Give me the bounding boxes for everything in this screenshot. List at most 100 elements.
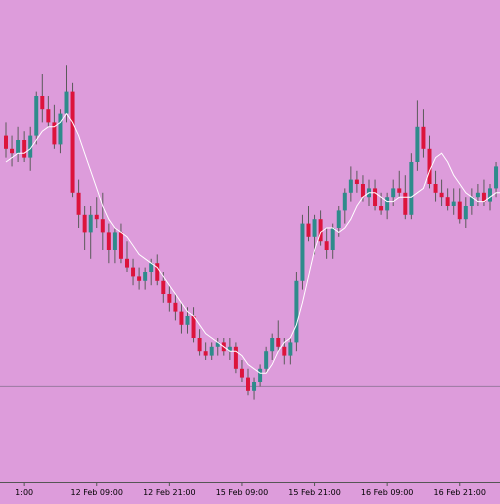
- candle: [312, 214, 317, 255]
- candle: [300, 214, 305, 290]
- candle: [112, 228, 117, 264]
- candle-body: [209, 346, 214, 356]
- candle: [137, 267, 142, 290]
- candle-body: [76, 192, 81, 215]
- candle-body: [191, 316, 196, 338]
- candle-body: [106, 232, 111, 250]
- candle: [94, 197, 99, 228]
- candle-body: [336, 210, 341, 228]
- candle-body: [28, 135, 33, 158]
- candle-body: [457, 201, 462, 220]
- candle: [10, 135, 15, 167]
- candle: [457, 188, 462, 224]
- candle-body: [379, 206, 384, 211]
- candle-body: [16, 140, 21, 154]
- candle: [106, 223, 111, 264]
- x-tick-label: 15 Feb 09:00: [216, 488, 268, 497]
- candle: [34, 91, 39, 145]
- candle-body: [481, 192, 486, 202]
- candle: [494, 162, 499, 198]
- candle: [264, 346, 269, 374]
- moving-average-layer: [5, 112, 500, 374]
- candle-body: [451, 201, 456, 206]
- candle: [76, 179, 81, 228]
- candle: [167, 285, 172, 312]
- candle: [276, 320, 281, 352]
- candle: [385, 192, 390, 220]
- candle-body: [125, 258, 129, 268]
- moving-average-line: [5, 112, 500, 374]
- candle: [439, 179, 444, 206]
- candle: [4, 122, 8, 158]
- candle: [258, 364, 263, 387]
- candle: [82, 206, 87, 250]
- candle-body: [445, 197, 450, 206]
- candle: [306, 206, 311, 242]
- candle-body: [149, 263, 154, 272]
- candle-body: [288, 342, 293, 356]
- candle-body: [100, 219, 105, 233]
- candle: [191, 307, 196, 343]
- candle: [336, 206, 341, 237]
- candle-body: [300, 223, 305, 281]
- candle-body: [46, 109, 51, 123]
- candle-body: [324, 241, 329, 250]
- candle-body: [215, 342, 220, 347]
- candle-body: [312, 219, 317, 237]
- candle: [40, 74, 45, 123]
- x-tick-label: 16 Feb 21:00: [434, 488, 486, 497]
- candle-body: [185, 316, 190, 325]
- candle: [233, 342, 238, 374]
- candle-body: [270, 338, 275, 352]
- candle: [246, 368, 250, 396]
- candle-body: [318, 219, 323, 242]
- candle: [342, 188, 347, 224]
- x-tick-label: 15 Feb 21:00: [288, 488, 340, 497]
- x-axis-ticks: 1:00 12 Feb 09:00 12 Feb 21:00 15 Feb 09:00…: [15, 482, 486, 497]
- candle: [415, 100, 420, 171]
- candle-body: [40, 96, 45, 110]
- candle-body: [252, 382, 257, 391]
- candle-body: [427, 148, 432, 184]
- candle: [209, 342, 214, 360]
- candle-body: [4, 135, 8, 149]
- candle-body: [52, 122, 57, 145]
- candle-body: [282, 346, 287, 356]
- candle: [397, 170, 402, 198]
- candle-body: [348, 179, 353, 193]
- candle: [463, 197, 468, 228]
- candle: [22, 131, 27, 162]
- candle-body: [385, 197, 390, 211]
- candle-body: [342, 192, 347, 211]
- candle: [215, 338, 220, 356]
- candle: [348, 166, 353, 202]
- candle: [475, 184, 480, 206]
- candle-body: [64, 91, 69, 114]
- candle-body: [112, 232, 117, 250]
- candle: [58, 109, 63, 154]
- candle-body: [475, 192, 480, 198]
- x-tick-label: 1:00: [15, 488, 33, 497]
- candle-body: [131, 267, 136, 277]
- candle-body: [463, 206, 468, 220]
- candle: [318, 210, 323, 246]
- candle: [354, 170, 359, 193]
- candle: [16, 126, 21, 162]
- candle-body: [82, 214, 87, 233]
- candle-body: [403, 192, 408, 215]
- candle: [203, 342, 208, 360]
- candle-body: [246, 377, 250, 391]
- candle-body: [88, 214, 93, 233]
- candle: [88, 206, 93, 259]
- candle: [125, 241, 129, 272]
- candle-body: [94, 214, 99, 220]
- candle-body: [197, 338, 202, 352]
- candle: [70, 82, 75, 198]
- candle-body: [391, 188, 396, 198]
- candle: [373, 179, 378, 211]
- candle-body: [137, 276, 142, 281]
- candle: [270, 333, 275, 360]
- candle-body: [294, 280, 299, 343]
- candle-body: [306, 223, 311, 237]
